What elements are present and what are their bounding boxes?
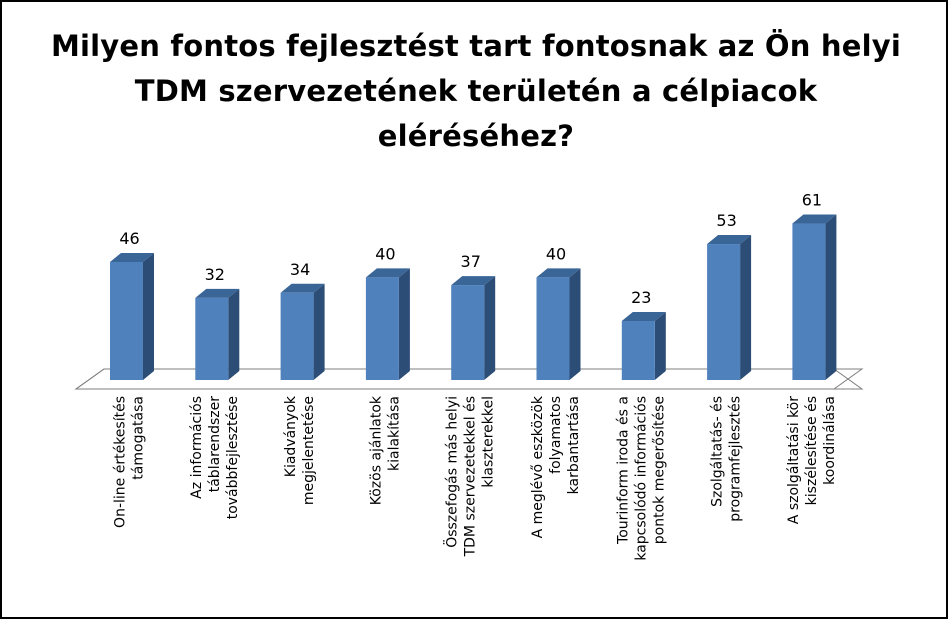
- bar: [621, 321, 655, 380]
- category-label-line: Szolgáltatás- és: [710, 396, 726, 507]
- category-label-line: Tourinform iroda és a: [615, 396, 631, 545]
- bar-top: [365, 268, 410, 278]
- bar-top: [110, 253, 154, 262]
- category-label-line: támogatása: [131, 396, 147, 480]
- data-label: 61: [802, 191, 822, 210]
- category-label-line: Közös ajánlatok: [368, 395, 384, 505]
- category-label: Tourinform iroda és a kapcsolódó informác…: [615, 396, 667, 561]
- bar: [451, 285, 485, 380]
- bar-top: [451, 276, 496, 286]
- bar: [110, 262, 143, 380]
- bar-top: [280, 283, 325, 293]
- category-label-line: kiszélesítése és: [804, 396, 820, 505]
- data-label: 32: [205, 265, 225, 284]
- category-label-line: On-line értékesítés: [113, 396, 129, 528]
- category-label-line: Kiadványok: [283, 395, 299, 477]
- bar-side: [740, 235, 752, 380]
- category-label-line: továbbfejlesztése: [225, 396, 241, 519]
- bar-top: [707, 235, 752, 245]
- data-label: 23: [631, 288, 651, 307]
- category-label-line: táblarendszer: [207, 396, 223, 493]
- category-label-line: kialakítása: [386, 396, 402, 471]
- category-label-line: folyamatos: [548, 396, 564, 474]
- bar-side: [228, 288, 240, 380]
- bar: [536, 277, 570, 380]
- category-label-line: programfejlesztés: [728, 396, 744, 522]
- bar-side: [825, 214, 837, 380]
- bar-top: [195, 288, 240, 298]
- category-label: Összefogás más helyi TDM szervezetekkel é…: [443, 396, 497, 557]
- category-label: Közös ajánlatok kialakítása: [368, 395, 402, 505]
- bar: [707, 244, 741, 380]
- data-label: 40: [546, 244, 566, 263]
- category-label-line: karbantartása: [566, 396, 582, 494]
- data-label: 37: [461, 252, 481, 271]
- category-label-line: megjelentetése: [301, 396, 317, 505]
- bar-top: [621, 312, 666, 321]
- category-label-line: Az információs: [189, 396, 205, 499]
- category-label-line: A meglévő eszközök: [530, 395, 546, 538]
- data-label: 40: [375, 244, 395, 263]
- bar: [792, 223, 826, 380]
- category-label: A szolgáltatási kör kiszélesítése és koord…: [786, 396, 838, 524]
- bar: [195, 297, 229, 380]
- data-label: 53: [716, 211, 736, 230]
- bar-side: [484, 276, 496, 380]
- data-label: 34: [290, 260, 310, 279]
- category-label-line: koordinálása: [822, 396, 838, 485]
- bar-top: [536, 268, 581, 278]
- category-label-line: Összefogás más helyi: [443, 396, 461, 548]
- category-label-line: pontok megerősítése: [651, 396, 667, 544]
- category-label: On-line értékesítés támogatása: [113, 396, 147, 528]
- bar: [280, 292, 314, 380]
- category-label-line: klaszterekkel: [481, 396, 497, 488]
- bar-side: [569, 268, 581, 380]
- category-label-line: TDM szervezetekkel és: [463, 396, 479, 557]
- bar-side: [398, 268, 410, 380]
- bar-top: [792, 214, 837, 224]
- category-label: Kiadványok megjelentetése: [283, 395, 317, 505]
- bar-side: [654, 312, 666, 380]
- category-label: Az információs táblarendszer továbbfejlesz…: [189, 396, 241, 520]
- bar-side: [313, 283, 325, 380]
- chart-title: Milyen fontos fejlesztést tart fontosnak…: [50, 29, 902, 153]
- category-label-line: A szolgáltatási kör: [786, 396, 802, 524]
- category-label: A meglévő eszközök folyamatos karbantartás…: [530, 395, 582, 538]
- bar: [365, 277, 399, 380]
- category-label: Szolgáltatás- és programfejlesztés: [710, 396, 744, 522]
- chart-floor-outline: [74, 368, 864, 390]
- bar-side: [143, 253, 154, 380]
- category-label-line: kapcsolódó információs: [633, 396, 649, 561]
- data-label: 46: [119, 229, 139, 248]
